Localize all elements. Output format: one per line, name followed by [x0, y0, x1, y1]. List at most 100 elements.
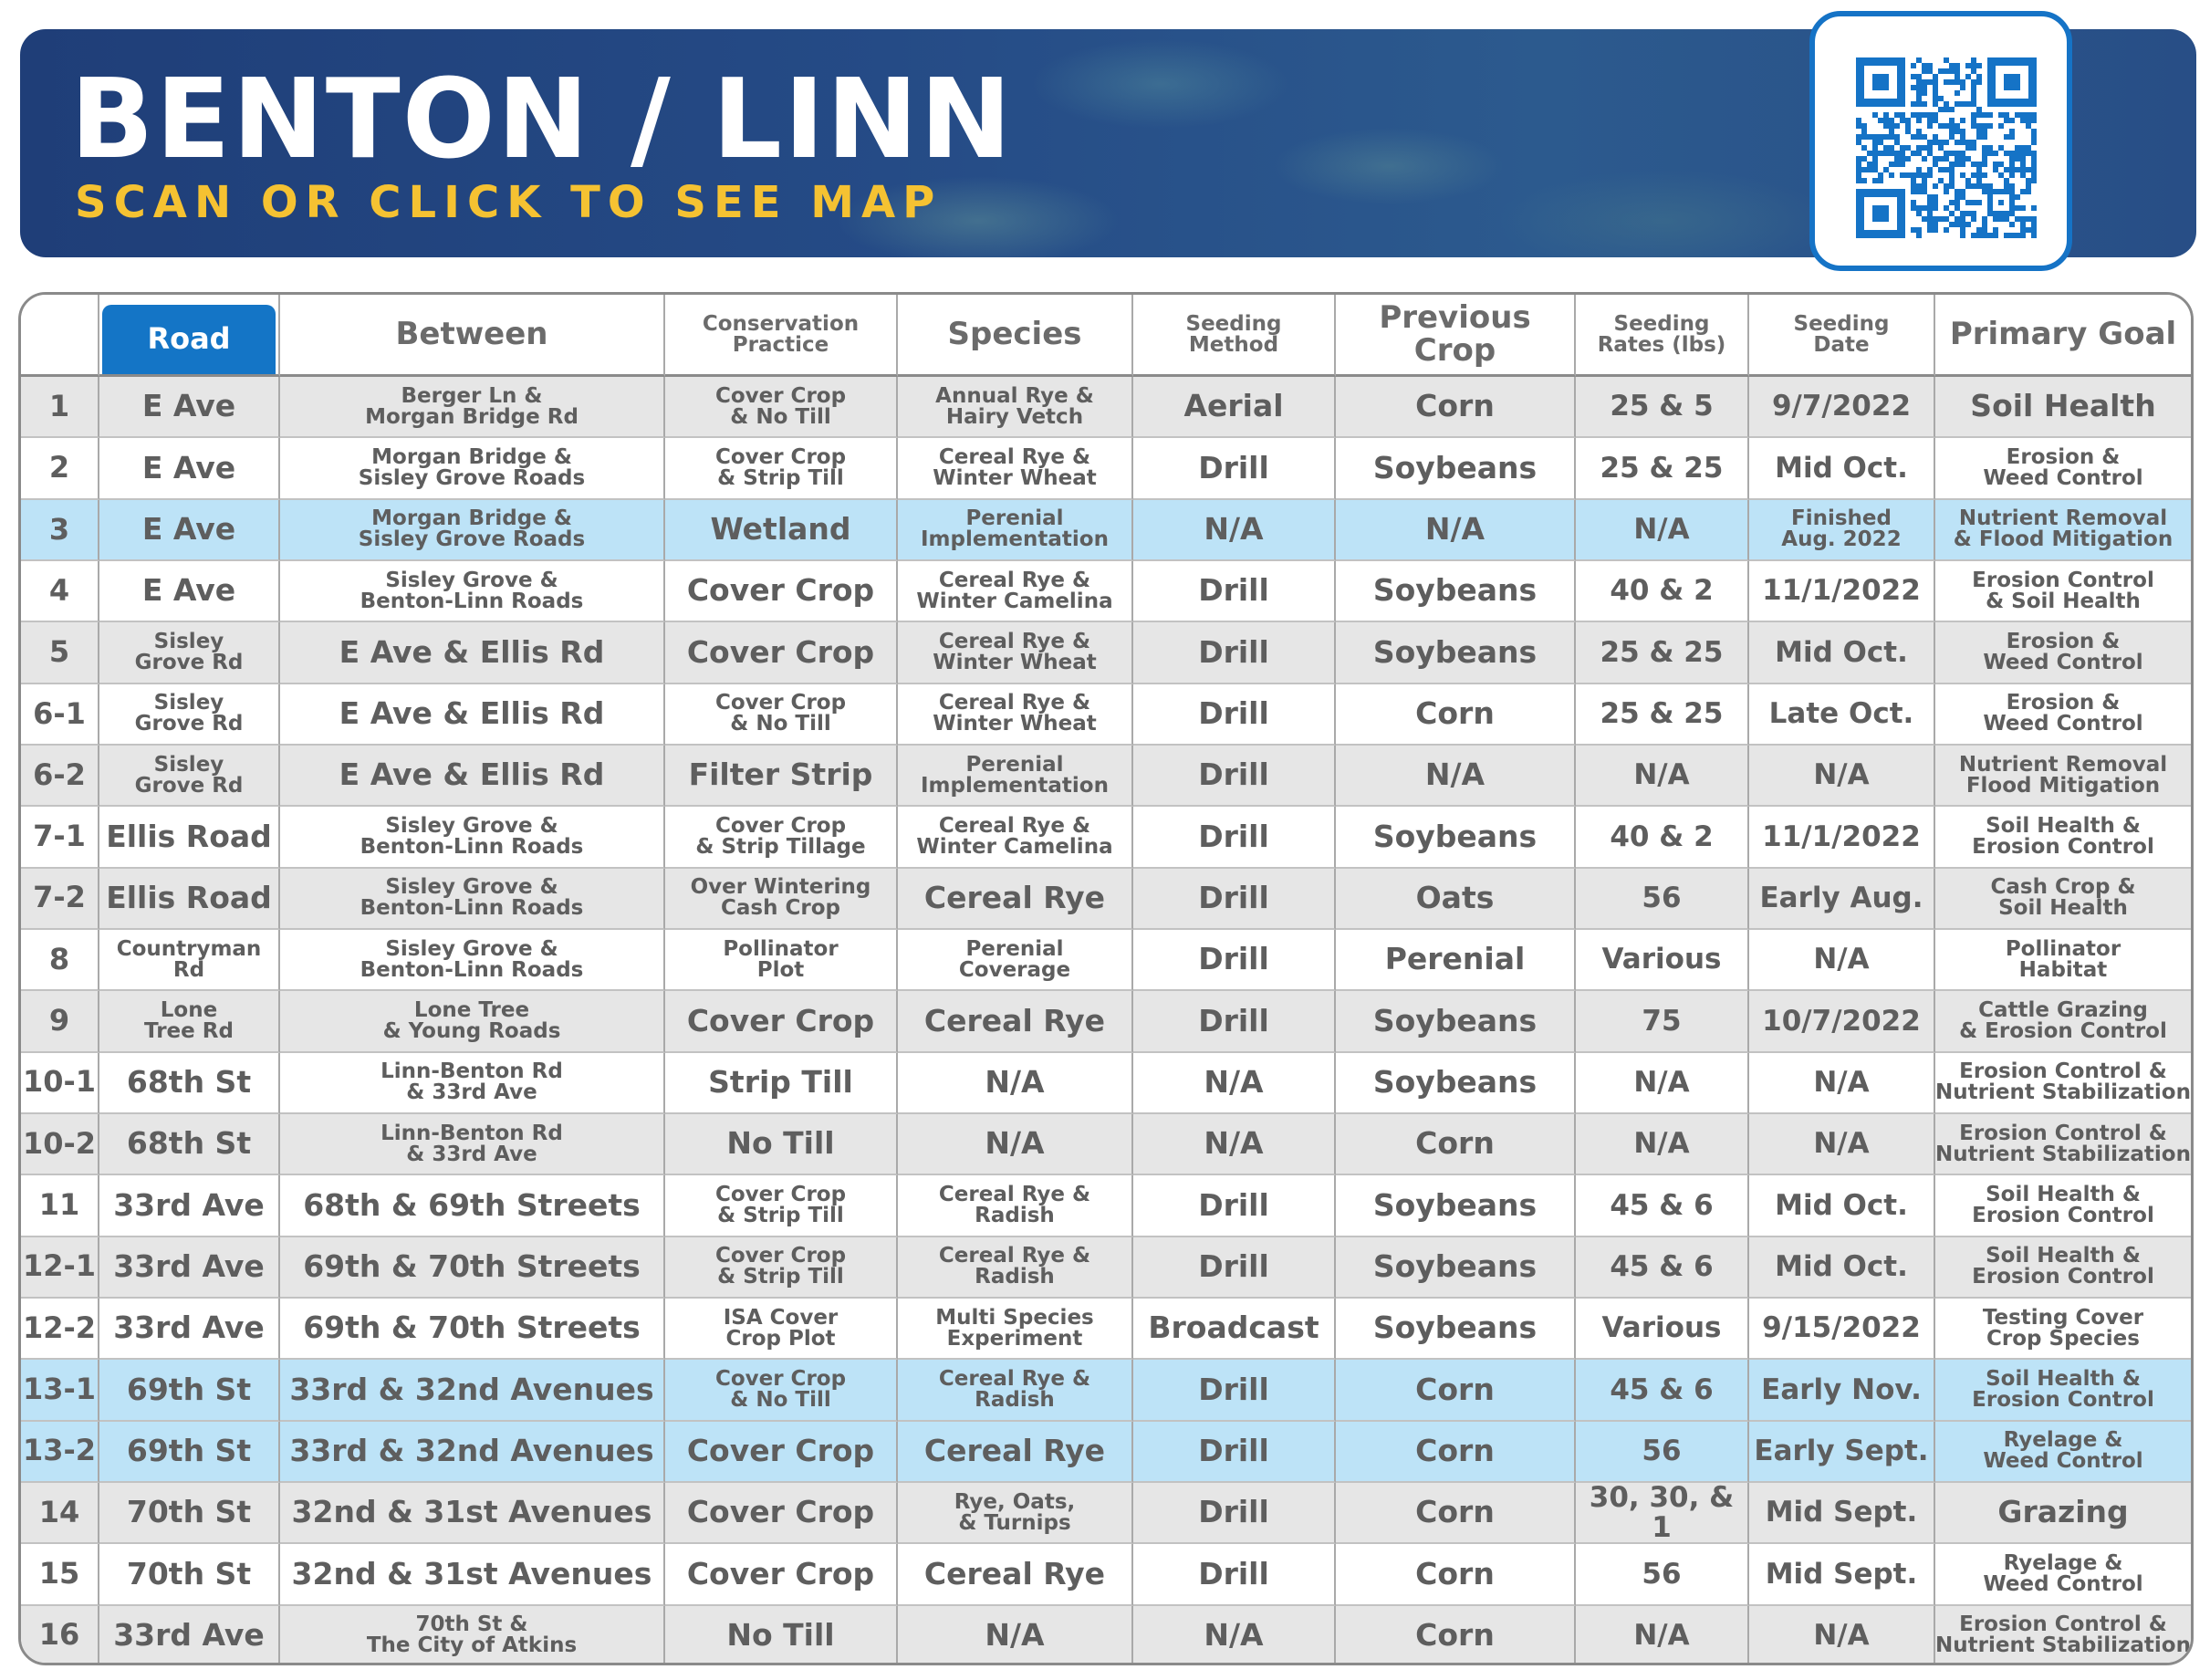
cell-date: N/A	[1749, 1052, 1935, 1114]
cell-date: Mid Sept.	[1749, 1544, 1935, 1606]
cell-road: E Ave	[99, 560, 280, 623]
cell-between: E Ave & Ellis Rd	[280, 622, 665, 684]
cell-goal: Soil Health	[1935, 377, 2191, 439]
cell-date: Mid Oct.	[1749, 622, 1935, 684]
col-header-species: Species	[898, 295, 1133, 377]
cell-between: 69th & 70th Streets	[280, 1237, 665, 1299]
cell-species: Cereal Rye	[898, 1421, 1133, 1483]
cell-species: N/A	[898, 1113, 1133, 1176]
cell-practice: Cover Crop	[665, 622, 898, 684]
cell-practice: Cover Crop & No Till	[665, 1360, 898, 1422]
cell-date: Mid Sept.	[1749, 1482, 1935, 1545]
cell-species: Cereal Rye & Winter Wheat	[898, 622, 1133, 684]
cell-method: Drill	[1133, 1482, 1336, 1545]
cell-between: 32nd & 31st Avenues	[280, 1544, 665, 1606]
cell-between: Sisley Grove & Benton-Linn Roads	[280, 560, 665, 623]
cell-practice: Cover Crop	[665, 991, 898, 1053]
cell-id: 3	[21, 499, 99, 561]
cell-practice: No Till	[665, 1113, 898, 1176]
cell-species: Multi Species Experiment	[898, 1298, 1133, 1361]
cell-goal: Ryelage & Weed Control	[1935, 1421, 2191, 1483]
cell-method: Drill	[1133, 1544, 1336, 1606]
cell-id: 12-1	[21, 1237, 99, 1299]
cell-practice: Cover Crop & Strip Till	[665, 438, 898, 500]
cell-method: N/A	[1133, 1113, 1336, 1176]
cell-date: 9/15/2022	[1749, 1298, 1935, 1361]
cell-between: Linn-Benton Rd & 33rd Ave	[280, 1052, 665, 1114]
cell-practice: Cover Crop	[665, 560, 898, 623]
cell-goal: Erosion & Weed Control	[1935, 683, 2191, 746]
cell-previous: N/A	[1336, 745, 1576, 808]
cell-method: Drill	[1133, 991, 1336, 1053]
cell-previous: Corn	[1336, 683, 1576, 746]
qr-code[interactable]	[1809, 11, 2072, 271]
cell-method: Drill	[1133, 745, 1336, 808]
cell-goal: Soil Health & Erosion Control	[1935, 1360, 2191, 1422]
cell-road: 69th St	[99, 1421, 280, 1483]
cell-id: 6-2	[21, 745, 99, 808]
cell-species: Perenial Coverage	[898, 929, 1133, 992]
cell-species: Annual Rye & Hairy Vetch	[898, 377, 1133, 439]
cell-date: Mid Oct.	[1749, 1175, 1935, 1237]
cell-species: Cereal Rye	[898, 991, 1133, 1053]
cell-between: E Ave & Ellis Rd	[280, 683, 665, 746]
cell-method: Drill	[1133, 438, 1336, 500]
cell-road: 70th St	[99, 1482, 280, 1545]
cell-between: Berger Ln & Morgan Bridge Rd	[280, 377, 665, 439]
cell-previous: Soybeans	[1336, 1052, 1576, 1114]
cell-previous: Perenial	[1336, 929, 1576, 992]
cell-date: 10/7/2022	[1749, 991, 1935, 1053]
cell-goal: Nutrient Removal Flood Mitigation	[1935, 745, 2191, 808]
cell-practice: Cover Crop & No Till	[665, 377, 898, 439]
cell-previous: Soybeans	[1336, 991, 1576, 1053]
cell-road: E Ave	[99, 499, 280, 561]
cell-rates: 25 & 5	[1576, 377, 1749, 439]
cell-rates: 25 & 25	[1576, 438, 1749, 500]
cell-id: 11	[21, 1175, 99, 1237]
cell-road: 33rd Ave	[99, 1298, 280, 1361]
cell-previous: Corn	[1336, 1482, 1576, 1545]
col-header-between: Between	[280, 295, 665, 377]
cell-road: Countryman Rd	[99, 929, 280, 992]
cell-date: Finished Aug. 2022	[1749, 499, 1935, 561]
cell-goal: Pollinator Habitat	[1935, 929, 2191, 992]
cell-id: 10-2	[21, 1113, 99, 1176]
page-title: BENTON / LINN	[70, 57, 1014, 183]
cell-id: 8	[21, 929, 99, 992]
cell-rates: 45 & 6	[1576, 1175, 1749, 1237]
cell-species: Cereal Rye & Radish	[898, 1175, 1133, 1237]
cell-rates: 75	[1576, 991, 1749, 1053]
cell-method: Drill	[1133, 1237, 1336, 1299]
table-grid: Road Between Conservation Practice Speci…	[21, 295, 2191, 1663]
cell-between: Morgan Bridge & Sisley Grove Roads	[280, 499, 665, 561]
col-header-rates: Seeding Rates (lbs)	[1576, 295, 1749, 377]
cell-date: 9/7/2022	[1749, 377, 1935, 439]
cell-method: N/A	[1133, 1052, 1336, 1114]
cell-practice: Over Wintering Cash Crop	[665, 868, 898, 930]
cell-rates: N/A	[1576, 745, 1749, 808]
cell-practice: Filter Strip	[665, 745, 898, 808]
cell-date: Mid Oct.	[1749, 438, 1935, 500]
col-header-road: Road	[102, 305, 276, 374]
cell-goal: Erosion & Weed Control	[1935, 438, 2191, 500]
cell-species: Cereal Rye	[898, 1544, 1133, 1606]
cell-road: Sisley Grove Rd	[99, 622, 280, 684]
cell-goal: Erosion Control & Nutrient Stabilization	[1935, 1605, 2191, 1663]
cell-goal: Erosion & Weed Control	[1935, 622, 2191, 684]
cell-previous: Soybeans	[1336, 807, 1576, 869]
map-link[interactable]: SCAN OR CLICK TO SEE MAP	[75, 177, 943, 228]
cell-species: Cereal Rye & Winter Wheat	[898, 683, 1133, 746]
cell-method: Drill	[1133, 929, 1336, 992]
cell-date: N/A	[1749, 745, 1935, 808]
cell-date: Mid Oct.	[1749, 1237, 1935, 1299]
cell-date: Early Aug.	[1749, 868, 1935, 930]
cell-date: 11/1/2022	[1749, 560, 1935, 623]
cell-method: Broadcast	[1133, 1298, 1336, 1361]
cell-rates: N/A	[1576, 499, 1749, 561]
cell-id: 9	[21, 991, 99, 1053]
cell-rates: 56	[1576, 1421, 1749, 1483]
cell-id: 15	[21, 1544, 99, 1606]
cell-id: 14	[21, 1482, 99, 1545]
cell-road: 69th St	[99, 1360, 280, 1422]
cell-previous: Soybeans	[1336, 1175, 1576, 1237]
